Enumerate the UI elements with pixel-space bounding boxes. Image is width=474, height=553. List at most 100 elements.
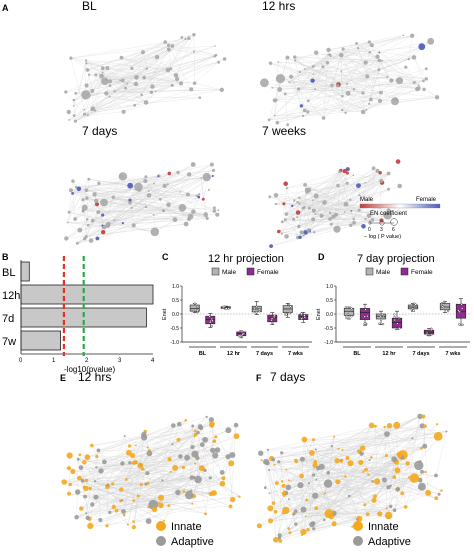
network-edge [342,109,364,113]
network-node [311,65,315,68]
D-box-point [366,315,369,318]
network-edge [102,38,189,73]
C-group-label-3: 7 wks [288,351,303,357]
network-edge [408,35,413,60]
network-node [395,77,404,85]
network-edge [75,180,146,188]
network-edge [283,493,296,525]
network-node [288,531,292,535]
network-node [265,461,270,466]
network-edge [90,520,149,527]
D-box-point [393,313,396,316]
D-ytick-4: -1.0 [324,340,333,346]
network-edge [149,450,196,464]
network-edge [269,109,367,121]
network-node [280,232,283,235]
network-node [424,470,427,474]
network-node [424,67,428,71]
network-edge [94,480,108,485]
network-edge [279,425,423,538]
network-node [132,499,136,502]
network-node [212,452,219,459]
network-node [416,86,421,91]
network-node [424,77,428,81]
network-node [68,188,73,193]
network-node [101,71,104,74]
network-node [347,460,354,467]
network-node [146,193,152,198]
network-node [214,435,218,439]
network-node [139,482,143,487]
network-edge [83,211,88,220]
C-box-point [300,312,303,315]
network-edge [101,75,178,80]
network-edge [180,164,194,192]
C-box-point [288,312,291,315]
network-edge [358,47,415,58]
network-edge [78,188,204,200]
network-edge [114,202,131,221]
network-edge [397,477,410,490]
C-box-point [289,305,292,308]
network-node [67,210,71,214]
network-edge [271,431,447,459]
bar-label-7w: 7w [2,336,16,348]
network-node [125,449,132,456]
legend-female-label: Female [416,197,437,203]
network-edge [90,514,125,527]
network-node [169,470,172,473]
network-edge [322,66,364,113]
network-node [66,452,73,459]
legend-adaptive-label-f: Adaptive [368,536,411,548]
network-node [198,425,204,431]
network-node [230,496,236,503]
network-node [64,236,69,241]
C-box-point [258,310,261,313]
network-edge [122,174,190,224]
network-node [68,482,72,487]
network-edge [80,467,143,470]
network-edge [269,448,422,494]
network-node [167,171,172,176]
network-edge [289,76,388,83]
D-box-0 [343,308,355,316]
network-edge [94,480,121,502]
network-node [181,465,185,469]
network-edge [274,97,438,116]
network-node [352,217,355,221]
network-node [198,465,205,472]
network-node [94,109,97,112]
network-node [287,527,291,530]
network-edge [351,189,389,211]
network-node [82,460,87,465]
network-node [387,187,390,191]
network-node [128,201,132,205]
network-edge [304,68,427,111]
network-edge [70,58,85,110]
network-edge [271,425,425,459]
network-node [177,421,182,427]
network-node [233,433,240,440]
network-edge [76,477,192,518]
network-edge [169,439,179,460]
network-edge [312,200,351,226]
network-node [61,479,67,485]
network-node [323,479,333,488]
network-node [212,439,217,443]
network-edge [278,210,314,232]
network-edge [67,216,207,223]
network-node [291,204,294,208]
network-node [364,467,368,472]
network-edge [309,173,348,190]
network-edge [121,453,150,501]
D-box-1 [359,308,371,320]
network-edge [69,45,169,121]
network-node [132,520,135,523]
network-12hrs [260,33,440,127]
legend-adaptive-label: Adaptive [171,536,214,548]
network-node [359,451,364,456]
network-node [411,437,414,440]
network-edge [289,81,316,90]
network-edge [165,42,217,56]
network-node [275,481,279,486]
